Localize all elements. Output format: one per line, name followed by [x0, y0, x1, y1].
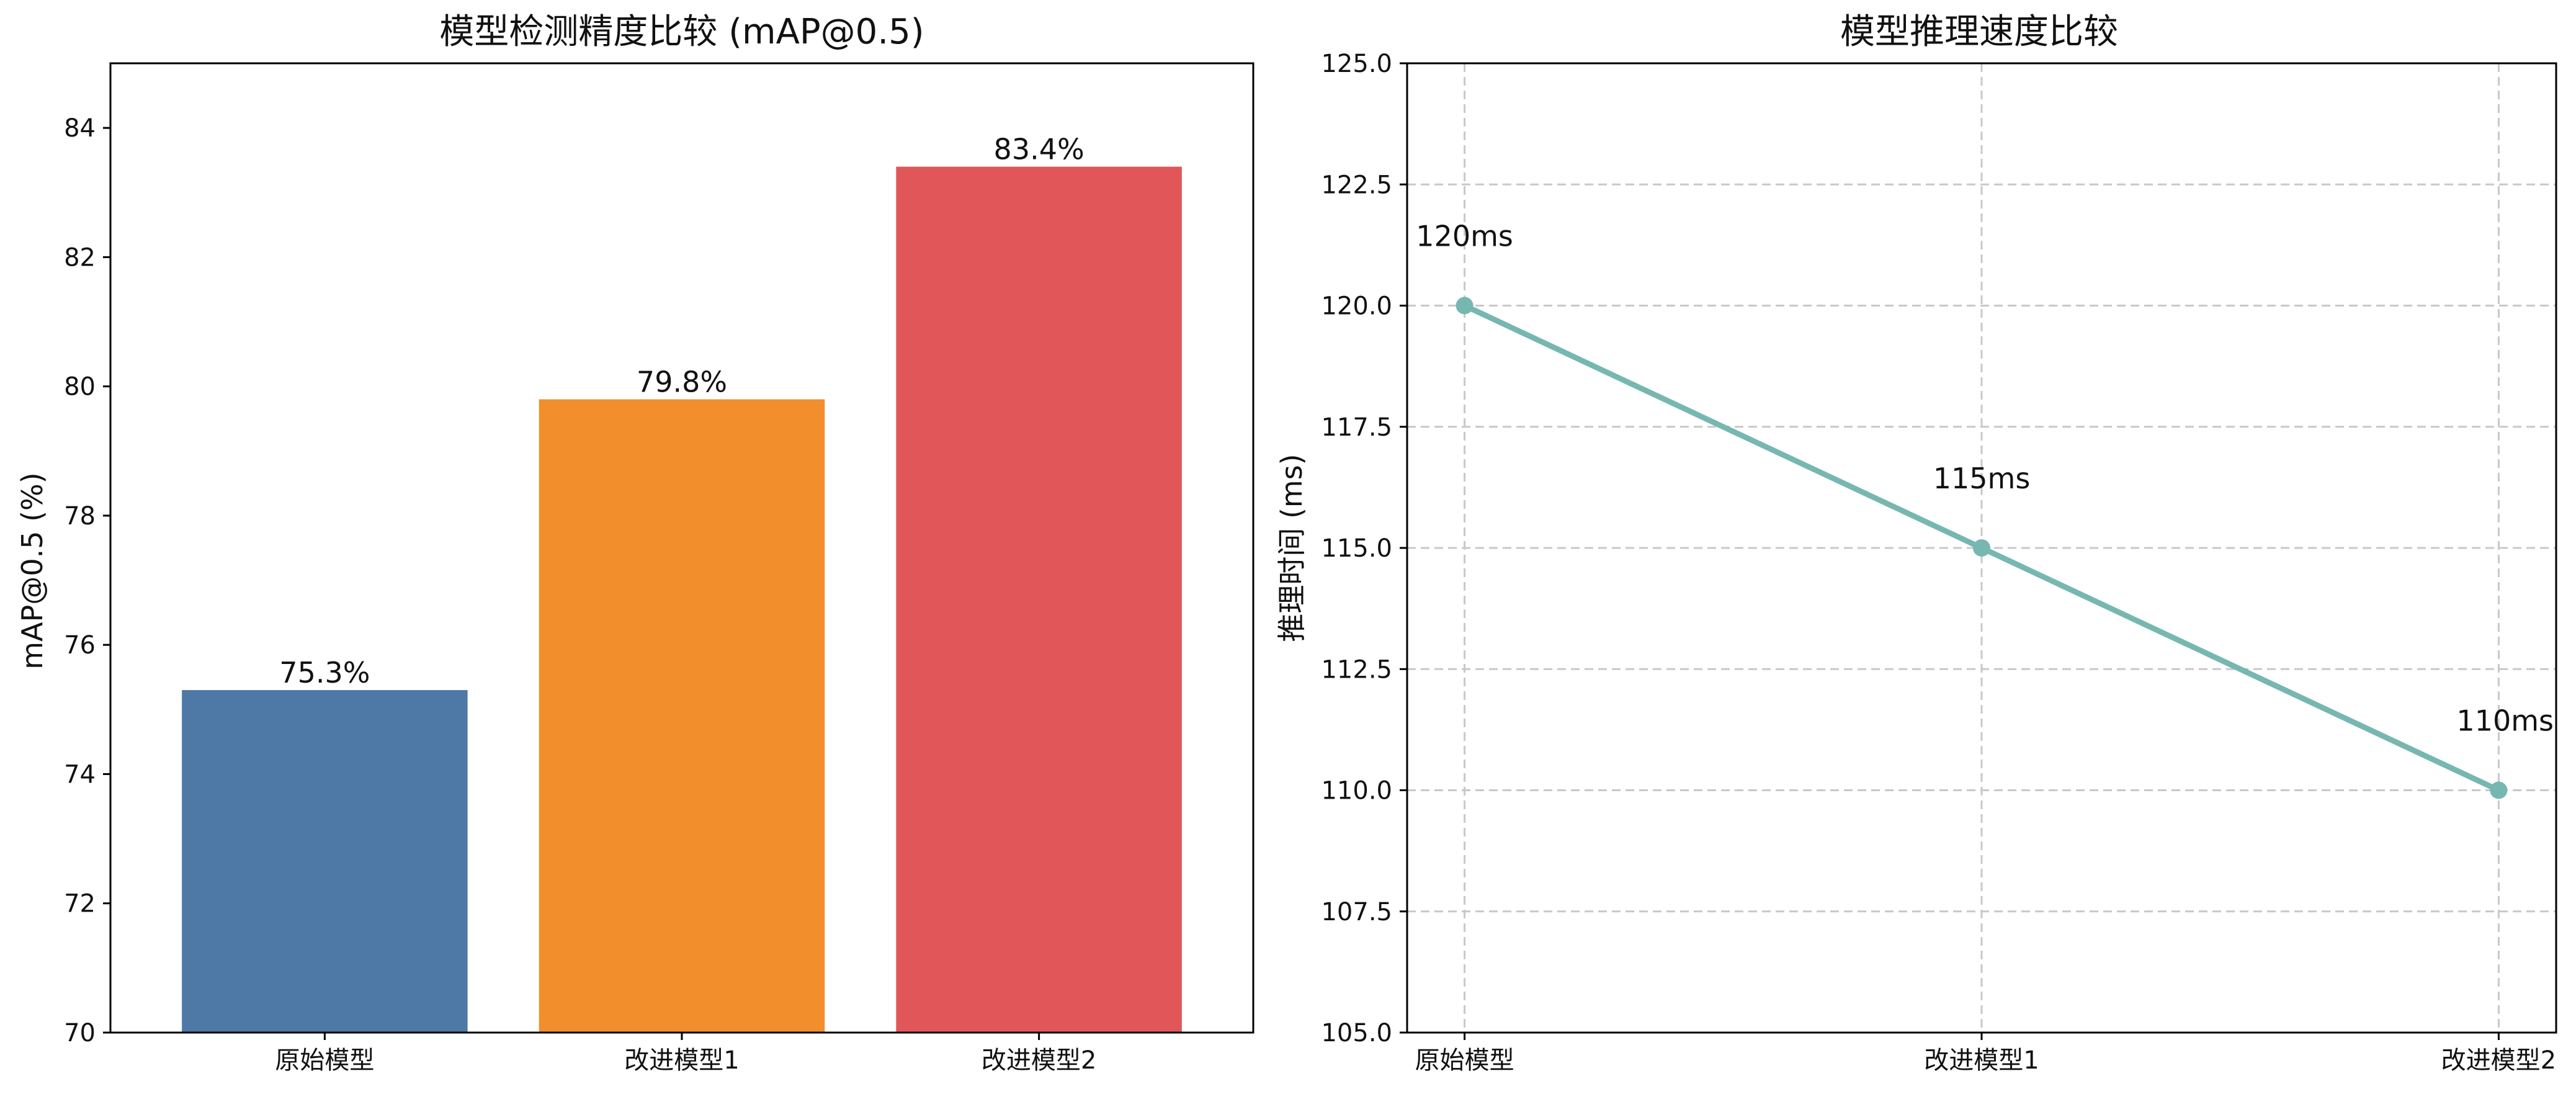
bar-y-tick-label: 76: [64, 631, 96, 660]
bar-y-tick-label: 72: [64, 890, 96, 918]
bar: [896, 166, 1182, 1033]
bar-plot-frame: [109, 62, 1254, 1034]
bar-y-tick-label: 78: [64, 502, 96, 531]
line-chart-title: 模型推理速度比较: [1840, 12, 2118, 52]
line-x-tick-label: 原始模型: [1415, 1046, 1514, 1075]
line-y-tick-label: 105.0: [1321, 1019, 1392, 1047]
bar-x-tick-label: 改进模型2: [982, 1046, 1096, 1075]
line-chart-y-axis-label: 推理时间 (ms): [1275, 454, 1308, 642]
bar: [539, 399, 825, 1033]
bar-data-label: 75.3%: [279, 656, 370, 689]
bar-series: 75.3% 79.8% 83.4%: [182, 133, 1182, 1033]
line-y-tick-label: 122.5: [1321, 171, 1392, 199]
line-x-axis-ticks: 原始模型 改进模型1 改进模型2: [1415, 1033, 2556, 1075]
point-data-label: 110ms: [2456, 704, 2554, 738]
point-data-label: 115ms: [1933, 462, 2031, 495]
bar-y-tick-label: 84: [64, 114, 96, 143]
bar-y-tick-label: 80: [64, 373, 96, 401]
line-y-tick-label: 117.5: [1321, 413, 1392, 442]
data-point: [1973, 539, 1990, 557]
line-series: 120ms 115ms 110ms: [1416, 220, 2554, 799]
line-plot-frame: [1406, 62, 2557, 1034]
bar-x-tick-label: 改进模型1: [624, 1046, 739, 1075]
bar-y-tick-label: 70: [64, 1019, 96, 1047]
line-y-tick-label: 115.0: [1321, 534, 1392, 563]
bar: [182, 690, 468, 1033]
point-data-label: 120ms: [1416, 220, 1513, 253]
bar-y-axis-ticks: 70 72 74 76 78 80 82 84: [64, 114, 110, 1047]
line-y-tick-label: 112.5: [1321, 655, 1392, 684]
bar-y-tick-label: 82: [64, 243, 96, 272]
line-y-tick-label: 110.0: [1321, 777, 1392, 805]
speed-line-chart: 模型推理速度比较 推理时间 (ms) 120ms 115ms 110ms 105.0…: [1275, 12, 2557, 1075]
bar-x-tick-label: 原始模型: [275, 1046, 374, 1075]
bar-x-axis-ticks: 原始模型 改进模型1 改进模型2: [275, 1033, 1096, 1075]
line-x-tick-label: 改进模型2: [2441, 1046, 2556, 1075]
accuracy-bar-chart: 模型检测精度比较 (mAP@0.5) mAP@0.5 (%) 75.3% 79.8…: [16, 12, 1254, 1075]
bar-chart-title: 模型检测精度比较 (mAP@0.5): [439, 12, 924, 52]
line-y-tick-label: 107.5: [1321, 898, 1392, 926]
bar-data-label: 83.4%: [994, 133, 1085, 166]
line-y-tick-label: 125.0: [1321, 50, 1392, 78]
bar-chart-y-axis-label: mAP@0.5 (%): [16, 472, 49, 669]
bar-y-tick-label: 74: [64, 760, 96, 789]
line-y-axis-ticks: 105.0 107.5 110.0 112.5 115.0 117.5 120.0 122.5…: [1321, 50, 1407, 1047]
line-y-tick-label: 120.0: [1321, 292, 1392, 321]
data-point: [2490, 781, 2508, 799]
line-x-tick-label: 改进模型1: [1924, 1046, 2039, 1075]
data-point: [1456, 297, 1474, 315]
bar-data-label: 79.8%: [637, 365, 727, 398]
